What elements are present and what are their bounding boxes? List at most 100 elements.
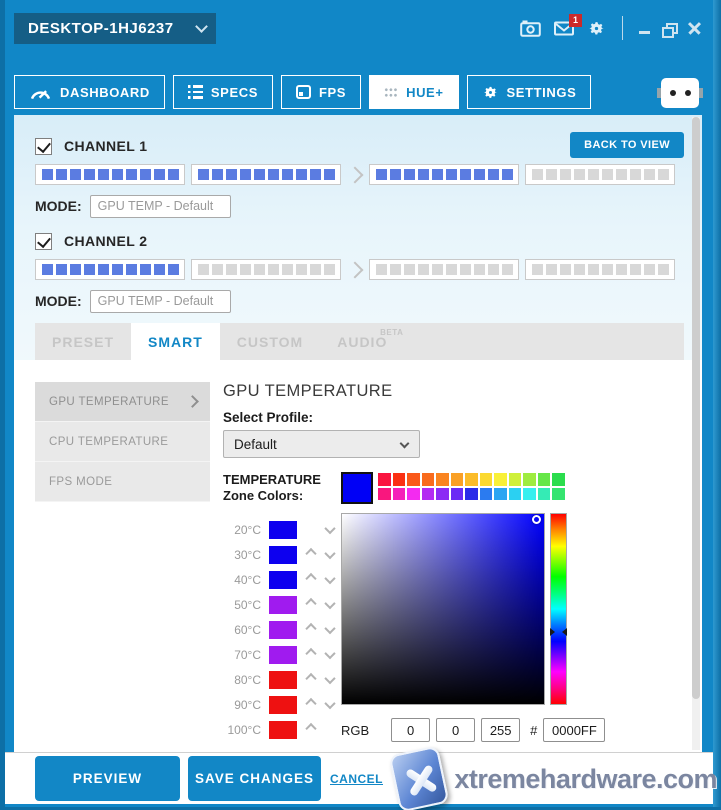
sv-selector[interactable] bbox=[532, 515, 541, 524]
zone-color-swatch[interactable] bbox=[269, 545, 297, 564]
palette-swatch[interactable] bbox=[407, 473, 420, 486]
palette-swatch[interactable] bbox=[523, 473, 536, 486]
zone-up-button[interactable] bbox=[301, 596, 320, 614]
zone-down-button[interactable] bbox=[320, 646, 339, 664]
palette-swatch[interactable] bbox=[537, 473, 550, 486]
zone-down-button[interactable] bbox=[320, 621, 339, 639]
led-square bbox=[239, 264, 251, 275]
zone-down-button[interactable] bbox=[320, 696, 339, 714]
nav-tab-fps[interactable]: FPS bbox=[280, 75, 362, 109]
sidebar-item-cpu-temperature[interactable]: CPU TEMPERATURE bbox=[35, 422, 210, 462]
palette-swatch[interactable] bbox=[407, 487, 420, 500]
zone-down-button[interactable] bbox=[320, 671, 339, 689]
zone-color-swatch[interactable] bbox=[269, 570, 297, 589]
messages-button[interactable]: 1 bbox=[554, 13, 582, 36]
palette-swatch[interactable] bbox=[436, 473, 449, 486]
cancel-link[interactable]: CANCEL bbox=[330, 771, 383, 786]
hex-input[interactable] bbox=[543, 718, 606, 742]
palette-swatch[interactable] bbox=[508, 487, 521, 500]
led-strip bbox=[369, 164, 519, 185]
saturation-value-picker[interactable] bbox=[341, 513, 545, 705]
zone-colors-label: Zone Colors: bbox=[223, 488, 304, 503]
sidebar-item-fps-mode[interactable]: FPS MODE bbox=[35, 462, 210, 502]
nav-tab-specs[interactable]: SPECS bbox=[172, 75, 273, 109]
zone-up-button[interactable] bbox=[301, 646, 320, 664]
scrollbar-thumb[interactable] bbox=[692, 117, 700, 700]
screenshot-button[interactable] bbox=[520, 20, 541, 37]
palette-swatch[interactable] bbox=[494, 487, 507, 500]
tab-smart[interactable]: SMART bbox=[131, 323, 220, 360]
palette-swatch[interactable] bbox=[479, 487, 492, 500]
zone-color-swatch[interactable] bbox=[269, 695, 297, 714]
tab-custom[interactable]: CUSTOM bbox=[220, 323, 320, 360]
zone-up-button[interactable] bbox=[301, 671, 320, 689]
zone-down-button[interactable] bbox=[320, 546, 339, 564]
red-input[interactable] bbox=[391, 718, 431, 742]
zone-up-button[interactable] bbox=[301, 721, 320, 739]
zone-color-swatch[interactable] bbox=[269, 720, 297, 739]
palette-swatch[interactable] bbox=[392, 473, 405, 486]
palette-swatch[interactable] bbox=[421, 473, 434, 486]
nav-tab-hue[interactable]: HUE+ bbox=[369, 75, 459, 109]
nav-tab-settings[interactable]: SETTINGS bbox=[466, 75, 592, 109]
tab-preset[interactable]: PRESET bbox=[35, 323, 131, 360]
tab-audio[interactable]: AUDIO BETA bbox=[320, 323, 404, 360]
palette-swatch[interactable] bbox=[450, 473, 463, 486]
hue-slider[interactable] bbox=[550, 513, 567, 705]
palette-swatch[interactable] bbox=[552, 473, 565, 486]
led-square bbox=[125, 264, 137, 275]
palette-swatch[interactable] bbox=[465, 487, 478, 500]
palette-swatch[interactable] bbox=[508, 473, 521, 486]
nav-tab-dashboard[interactable]: DASHBOARD bbox=[14, 75, 165, 109]
settings-quick-button[interactable] bbox=[587, 19, 606, 38]
led-square bbox=[83, 264, 95, 275]
channel-checkbox[interactable] bbox=[35, 137, 52, 155]
led-square bbox=[125, 169, 137, 180]
palette-swatch[interactable] bbox=[523, 487, 536, 500]
palette-swatch[interactable] bbox=[378, 487, 391, 500]
hue-device-icon[interactable] bbox=[657, 78, 703, 108]
zone-color-swatch[interactable] bbox=[269, 620, 297, 639]
zone-down-button[interactable] bbox=[320, 571, 339, 589]
zone-down-button[interactable] bbox=[320, 596, 339, 614]
zone-color-swatch[interactable] bbox=[269, 520, 297, 539]
panel-scrollbar[interactable] bbox=[692, 117, 700, 750]
preview-button[interactable]: PREVIEW bbox=[35, 756, 180, 801]
palette-swatch[interactable] bbox=[494, 473, 507, 486]
restore-button[interactable] bbox=[662, 22, 678, 38]
palette-swatch[interactable] bbox=[552, 487, 565, 500]
green-input[interactable] bbox=[436, 718, 476, 742]
mode-value-input[interactable] bbox=[89, 289, 231, 313]
sidebar-item-gpu-temperature[interactable]: GPU TEMPERATURE bbox=[35, 382, 210, 422]
palette-swatch[interactable] bbox=[450, 487, 463, 500]
zone-down-button[interactable] bbox=[320, 521, 339, 539]
minimize-button[interactable] bbox=[639, 31, 650, 34]
palette-swatch[interactable] bbox=[479, 473, 492, 486]
palette-swatch[interactable] bbox=[465, 473, 478, 486]
zone-up-button[interactable] bbox=[301, 696, 320, 714]
chevron-right-icon bbox=[346, 261, 364, 278]
save-changes-button[interactable]: SAVE CHANGES bbox=[188, 756, 321, 801]
palette-swatch[interactable] bbox=[436, 487, 449, 500]
zone-color-swatch[interactable] bbox=[269, 595, 297, 614]
close-button[interactable] bbox=[687, 21, 701, 35]
zone-up-button[interactable] bbox=[301, 546, 320, 564]
palette-swatch[interactable] bbox=[421, 487, 434, 500]
led-square bbox=[97, 169, 109, 180]
titlebar-divider bbox=[622, 16, 623, 40]
led-square bbox=[629, 264, 641, 275]
channel-checkbox[interactable] bbox=[35, 232, 52, 250]
blue-input[interactable] bbox=[481, 718, 521, 742]
zone-up-button[interactable] bbox=[301, 621, 320, 639]
zone-color-swatch[interactable] bbox=[269, 670, 297, 689]
zone-up-button[interactable] bbox=[301, 571, 320, 589]
zone-color-swatch[interactable] bbox=[269, 645, 297, 664]
palette-swatch[interactable] bbox=[392, 487, 405, 500]
device-selector[interactable]: DESKTOP-1HJ6237 bbox=[14, 13, 216, 44]
palette-swatch[interactable] bbox=[537, 487, 550, 500]
back-to-view-button[interactable]: BACK TO VIEW bbox=[570, 132, 684, 158]
palette-swatch[interactable] bbox=[378, 473, 391, 486]
profile-select[interactable]: Default bbox=[223, 430, 420, 458]
channel-header: CHANNEL 1 BACK TO VIEW bbox=[35, 132, 684, 158]
mode-value-input[interactable] bbox=[89, 194, 231, 218]
